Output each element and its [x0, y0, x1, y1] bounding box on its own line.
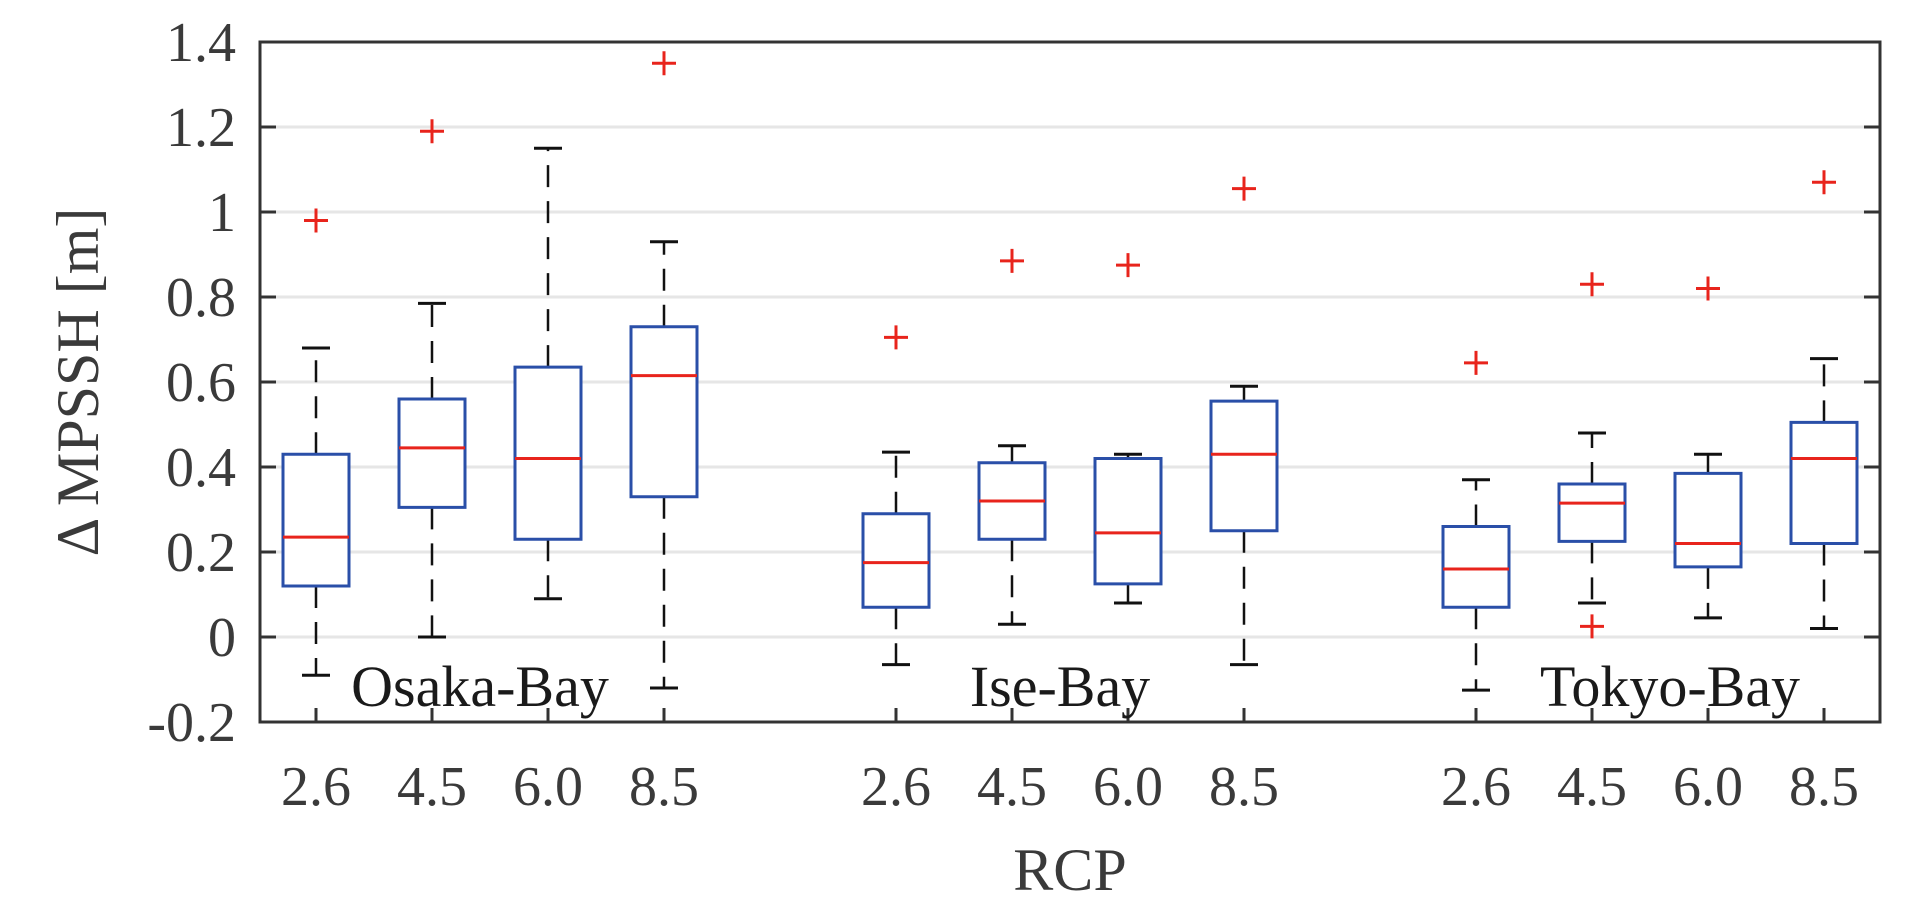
x-tick-label: 4.5 [1557, 756, 1627, 818]
y-tick-label: 0 [208, 607, 236, 669]
gridlines [260, 125, 1880, 639]
outlier-marker [1696, 276, 1720, 301]
x-tick-label: 8.5 [1789, 756, 1859, 818]
box-iqr [1093, 457, 1163, 586]
box-iqr [281, 452, 351, 588]
box-iqr [1789, 420, 1859, 545]
group-label: Tokyo-Bay [1540, 654, 1800, 719]
group-label: Osaka-Bay [351, 654, 609, 719]
group-label: Ise-Bay [970, 654, 1150, 719]
boxes [281, 51, 1859, 692]
group-labels: Osaka-Bay Ise-Bay Tokyo-Bay [351, 654, 1800, 719]
x-axis-title: RCP [1013, 837, 1126, 903]
y-tick-label: 1.2 [166, 97, 236, 159]
outlier-marker [304, 208, 328, 233]
box-iqr [1557, 482, 1627, 543]
outlier-marker [1464, 350, 1488, 375]
y-axis-title: Δ MPSSH [m] [45, 208, 111, 557]
box-iqr [1441, 525, 1511, 609]
outlier-marker [1232, 176, 1256, 201]
outlier-marker [1580, 272, 1604, 297]
outlier-marker [652, 51, 676, 76]
x-tick-label: 2.6 [861, 756, 931, 818]
y-tick-label: 0.6 [166, 352, 236, 414]
outlier-marker [884, 325, 908, 350]
x-tick-label: 2.6 [281, 756, 351, 818]
box-iqr [1209, 399, 1279, 533]
x-tick-label: 4.5 [977, 756, 1047, 818]
outlier-marker [1812, 170, 1836, 195]
box-iqr [513, 365, 583, 541]
box-iqr [629, 325, 699, 499]
y-tick-label: 0.8 [166, 267, 236, 329]
x-tick-label: 4.5 [397, 756, 467, 818]
y-axis: 1.4 1.2 1 0.8 0.6 0.4 0.2 0 -0.2 [147, 12, 1880, 754]
x-tick-label: 8.5 [629, 756, 699, 818]
y-tick-label: 0.2 [166, 522, 236, 584]
box-iqr [1673, 471, 1743, 569]
y-tick-label: 1 [208, 182, 236, 244]
x-tick-label: 6.0 [1093, 756, 1163, 818]
box-iqr [861, 512, 931, 609]
y-tick-label: -0.2 [147, 692, 236, 754]
y-tick-label: 0.4 [166, 437, 236, 499]
x-tick-label: 6.0 [513, 756, 583, 818]
outlier-marker [1116, 253, 1140, 278]
x-tick-label: 6.0 [1673, 756, 1743, 818]
y-tick-label: 1.4 [166, 12, 236, 74]
x-axis: 2.6 4.5 6.0 8.5 2.6 4.5 6.0 8.5 2.6 4.5 6.0 8.5 [281, 708, 1859, 818]
outlier-marker [1000, 248, 1024, 273]
outlier-marker [1580, 614, 1604, 639]
box-iqr [397, 397, 467, 509]
x-tick-label: 8.5 [1209, 756, 1279, 818]
outlier-marker [420, 119, 444, 144]
x-tick-label: 2.6 [1441, 756, 1511, 818]
